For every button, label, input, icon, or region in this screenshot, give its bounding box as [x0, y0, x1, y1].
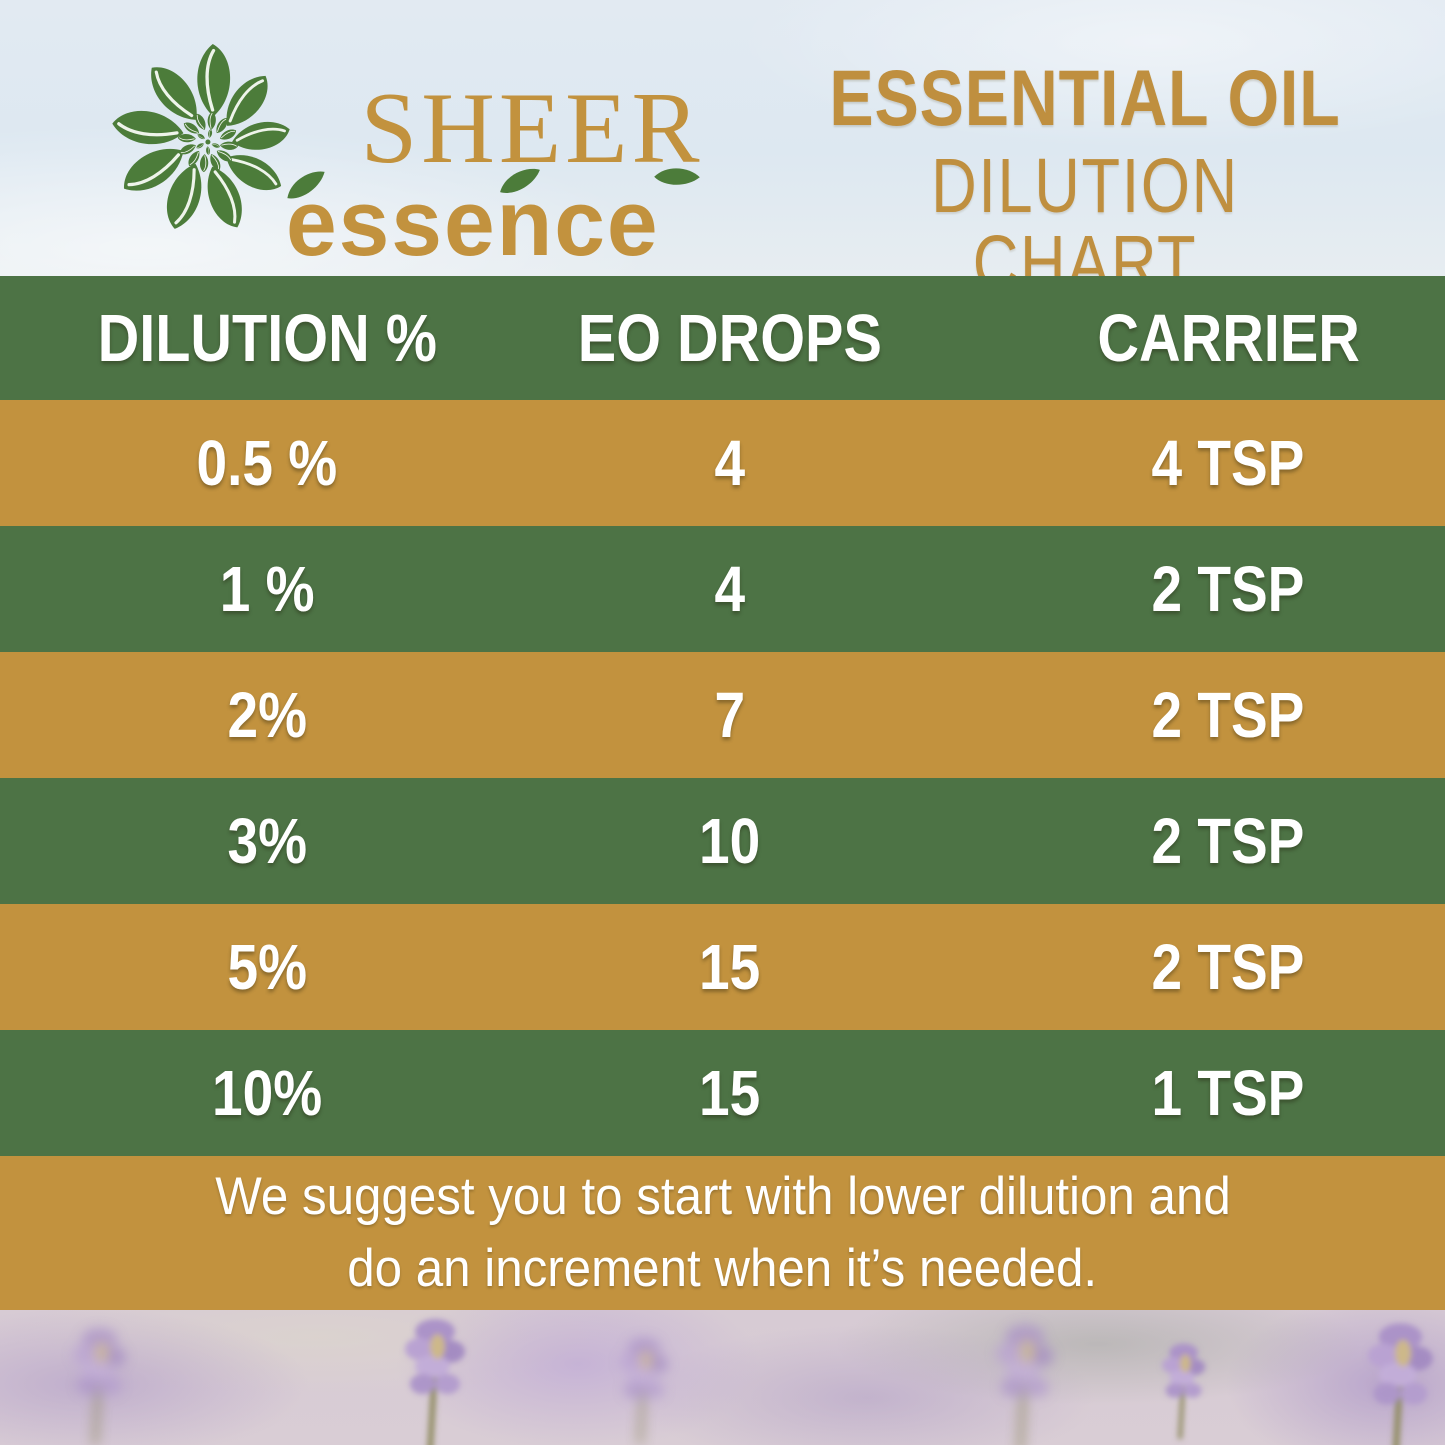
eo-drops-cell: 15	[699, 931, 761, 1003]
table-row: 10% 15 1 TSP	[0, 1030, 1445, 1156]
eo-drops-cell: 4	[714, 553, 746, 625]
brand-name-sheer: SHEER	[360, 72, 704, 185]
essence-leaf-accent-icon	[500, 168, 540, 193]
dilution-cell: 3%	[227, 805, 308, 877]
table-row: 3% 10 2 TSP	[0, 778, 1445, 904]
carrier-cell: 2 TSP	[1151, 679, 1305, 751]
carrier-cell: 4 TSP	[1151, 427, 1305, 499]
footer-note-line1: We suggest you to start with lower dilut…	[214, 1167, 1231, 1227]
column-header-carrier: CARRIER	[1096, 300, 1360, 376]
page-title: ESSENTIAL OIL DILUTION CHART	[760, 58, 1410, 302]
dilution-cell: 2%	[227, 679, 308, 751]
table-row: 0.5 % 4 4 TSP	[0, 400, 1445, 526]
table-row: 5% 15 2 TSP	[0, 904, 1445, 1030]
dilution-cell: 5%	[227, 931, 308, 1003]
eo-drops-cell: 7	[714, 679, 746, 751]
page-title-line1: ESSENTIAL OIL	[829, 53, 1341, 142]
carrier-cell: 2 TSP	[1151, 553, 1305, 625]
dilution-cell: 1 %	[219, 553, 315, 625]
table-row: 2% 7 2 TSP	[0, 652, 1445, 778]
brand-name-essence: essence	[286, 170, 660, 275]
dilution-table: DILUTION % EO DROPS CARRIER 0.5 % 4 4 TS…	[0, 276, 1445, 1156]
column-header-dilution: DILUTION %	[97, 300, 437, 376]
brand-name-essence-wrap: essence	[286, 168, 700, 275]
eo-drops-cell: 10	[699, 805, 761, 877]
table-row: 1 % 4 2 TSP	[0, 526, 1445, 652]
eo-drops-cell: 4	[714, 427, 746, 499]
lavender-photo	[0, 1310, 1445, 1445]
essence-leaf-accent-icon	[287, 171, 325, 199]
dilution-cell: 0.5 %	[196, 427, 338, 499]
brand-logo: SHEER essence	[100, 26, 700, 270]
footer-note: We suggest you to start with lower dilut…	[0, 1156, 1445, 1310]
essence-leaf-accent-icon	[654, 168, 700, 185]
eo-drops-cell: 15	[699, 1057, 761, 1129]
carrier-cell: 2 TSP	[1151, 931, 1305, 1003]
dilution-cell: 10%	[212, 1057, 323, 1129]
column-header-eo-drops: EO DROPS	[577, 300, 882, 376]
lavender-flowers-illustration	[0, 1310, 1445, 1445]
leaf-spiral-flower-icon	[107, 40, 292, 235]
carrier-cell: 2 TSP	[1151, 805, 1305, 877]
footer-note-line2: do an increment when it’s needed.	[347, 1239, 1098, 1298]
header-section: SHEER essence ESSENTIAL OIL DILUTION CHA…	[0, 0, 1445, 302]
carrier-cell: 1 TSP	[1151, 1057, 1305, 1129]
table-header-row: DILUTION % EO DROPS CARRIER	[0, 276, 1445, 400]
